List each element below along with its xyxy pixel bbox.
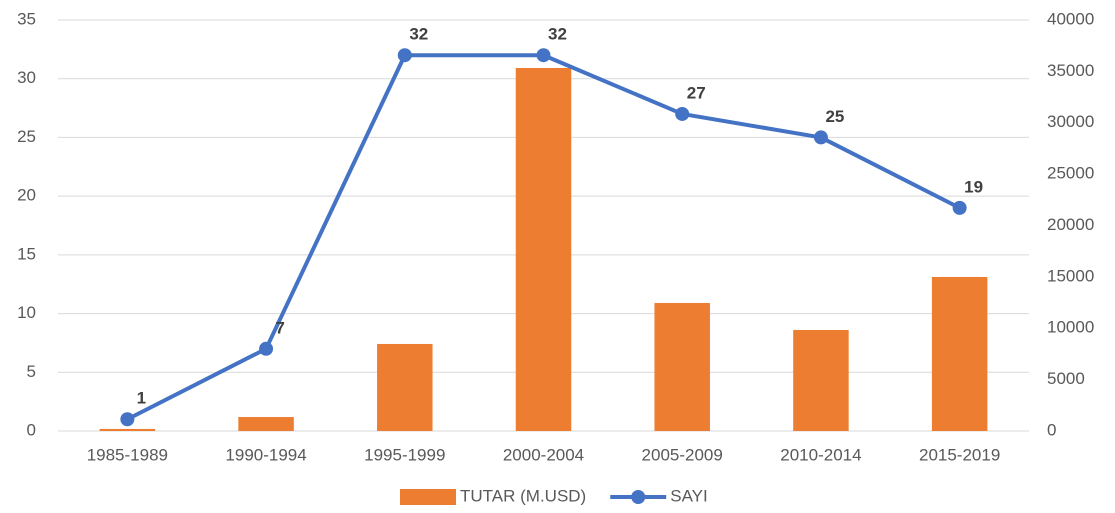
legend-swatch (400, 489, 456, 505)
y-tick-label: 5 (27, 362, 36, 381)
bar (793, 329, 849, 431)
bar (654, 302, 710, 431)
y-tick-label: 10 (17, 303, 36, 322)
y-tick-label: 0 (27, 420, 36, 439)
data-label: 27 (687, 83, 706, 102)
y2-tick-label: 35000 (1047, 61, 1094, 80)
y2-tick-label: 15000 (1047, 266, 1094, 285)
y2-tick-label: 25000 (1047, 164, 1094, 183)
x-tick-label: 1985-1989 (87, 445, 168, 464)
bar (377, 343, 433, 431)
legend-label: TUTAR (M.USD) (460, 486, 586, 505)
data-label: 25 (825, 107, 844, 126)
y2-tick-label: 0 (1047, 420, 1056, 439)
data-label: 1 (137, 389, 146, 408)
data-label: 32 (409, 25, 428, 44)
y2-tick-label: 10000 (1047, 318, 1094, 337)
x-tick-label: 2010-2014 (780, 445, 861, 464)
y-tick-label: 25 (17, 127, 36, 146)
y2-tick-label: 20000 (1047, 215, 1094, 234)
y2-tick-label: 40000 (1047, 9, 1094, 28)
x-tick-label: 1995-1999 (364, 445, 445, 464)
marker (120, 412, 135, 427)
data-label: 32 (548, 25, 567, 44)
bar (931, 276, 988, 431)
data-label: 19 (964, 177, 983, 196)
bar (99, 428, 156, 431)
y-tick-label: 30 (17, 68, 36, 87)
legend-swatch (631, 490, 646, 504)
bar (515, 67, 572, 431)
y-tick-label: 20 (17, 186, 36, 205)
x-tick-label: 2000-2004 (503, 445, 584, 464)
y-tick-label: 35 (17, 9, 36, 28)
marker (813, 130, 828, 145)
legend-label: SAYI (670, 486, 707, 505)
y2-tick-label: 30000 (1047, 112, 1094, 131)
marker (536, 48, 551, 63)
x-tick-label: 2015-2019 (919, 445, 1000, 464)
marker (952, 200, 967, 215)
data-label: 7 (275, 318, 284, 337)
x-tick-label: 1990-1994 (225, 445, 306, 464)
y-tick-label: 15 (17, 244, 36, 263)
bar (238, 417, 294, 431)
marker (675, 106, 690, 121)
x-tick-label: 2005-2009 (642, 445, 723, 464)
marker (259, 341, 274, 356)
marker (397, 48, 412, 63)
y2-tick-label: 5000 (1047, 369, 1085, 388)
